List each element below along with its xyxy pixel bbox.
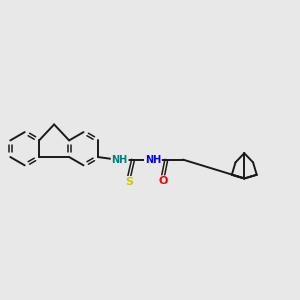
Text: NH: NH xyxy=(145,154,161,165)
Text: NH: NH xyxy=(112,154,128,165)
Text: O: O xyxy=(158,176,168,186)
Text: S: S xyxy=(125,177,133,187)
